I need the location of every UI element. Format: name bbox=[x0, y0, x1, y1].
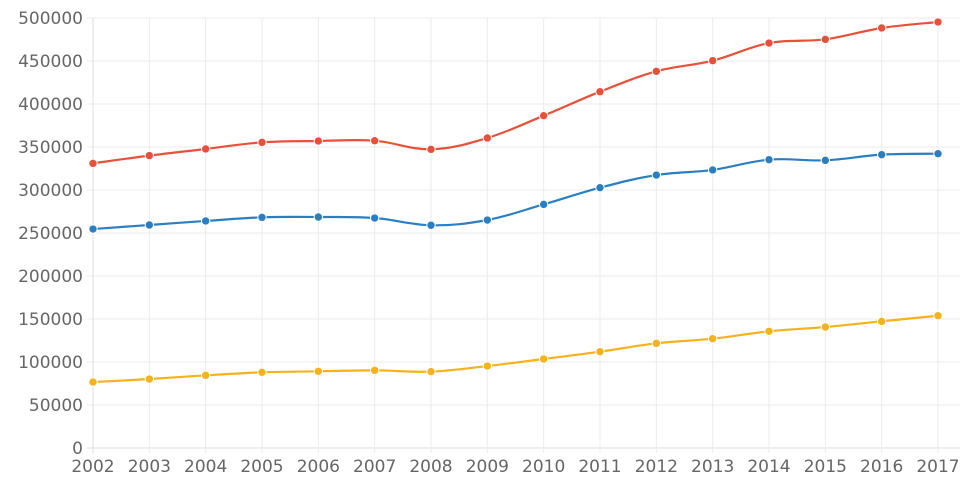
x-tick-label: 2012 bbox=[635, 457, 678, 477]
y-tick-label: 100000 bbox=[18, 353, 83, 373]
x-tick-label: 2017 bbox=[916, 457, 959, 477]
data-point[interactable] bbox=[595, 87, 605, 97]
x-tick-label: 2014 bbox=[747, 457, 790, 477]
y-tick-label: 400000 bbox=[18, 95, 83, 115]
data-point[interactable] bbox=[707, 55, 718, 66]
data-point[interactable] bbox=[88, 224, 98, 234]
data-point[interactable] bbox=[651, 338, 662, 349]
x-tick-label: 2009 bbox=[466, 457, 509, 477]
series-line bbox=[92, 20, 939, 165]
x-tick-label: 2003 bbox=[128, 457, 171, 477]
data-point[interactable] bbox=[876, 316, 887, 327]
data-point[interactable] bbox=[820, 155, 831, 166]
y-tick-label: 250000 bbox=[18, 224, 83, 244]
series-line bbox=[92, 152, 939, 231]
data-point[interactable] bbox=[144, 150, 155, 161]
data-point[interactable] bbox=[426, 366, 436, 377]
y-tick-label: 150000 bbox=[18, 310, 83, 330]
data-point[interactable] bbox=[538, 354, 549, 364]
series-line bbox=[92, 314, 939, 384]
x-tick-label: 2010 bbox=[522, 457, 565, 477]
data-point[interactable] bbox=[933, 17, 943, 27]
data-point[interactable] bbox=[257, 212, 267, 223]
x-tick-label: 2007 bbox=[353, 457, 396, 477]
data-point[interactable] bbox=[538, 110, 549, 121]
data-point[interactable] bbox=[313, 212, 324, 222]
series-red bbox=[88, 17, 943, 169]
x-tick-label: 2008 bbox=[409, 457, 452, 477]
data-point[interactable] bbox=[369, 365, 380, 376]
data-point[interactable] bbox=[426, 220, 436, 230]
x-tick-label: 2004 bbox=[184, 457, 227, 477]
data-point[interactable] bbox=[88, 377, 98, 387]
data-point[interactable] bbox=[764, 326, 774, 336]
data-point[interactable] bbox=[538, 199, 549, 210]
data-point[interactable] bbox=[369, 136, 380, 146]
data-point[interactable] bbox=[200, 144, 211, 154]
data-point[interactable] bbox=[595, 182, 605, 193]
data-point[interactable] bbox=[200, 216, 211, 226]
data-point[interactable] bbox=[764, 154, 774, 165]
y-tick-label: 450000 bbox=[18, 52, 83, 72]
series-group bbox=[88, 17, 943, 387]
y-tick-label: 0 bbox=[72, 439, 83, 459]
data-point[interactable] bbox=[313, 136, 324, 146]
y-tick-label: 350000 bbox=[18, 138, 83, 158]
x-tick-label: 2011 bbox=[578, 457, 621, 477]
data-point[interactable] bbox=[595, 346, 605, 357]
data-point[interactable] bbox=[707, 333, 718, 344]
y-tick-label: 500000 bbox=[18, 9, 83, 29]
data-point[interactable] bbox=[933, 149, 943, 159]
data-point[interactable] bbox=[651, 66, 662, 77]
x-tick-label: 2006 bbox=[297, 457, 340, 477]
data-point[interactable] bbox=[764, 38, 774, 48]
data-point[interactable] bbox=[426, 144, 436, 155]
grid-lines bbox=[87, 17, 960, 453]
data-point[interactable] bbox=[820, 322, 831, 332]
data-point[interactable] bbox=[651, 170, 662, 180]
x-tick-label: 2013 bbox=[691, 457, 734, 477]
x-tick-label: 2002 bbox=[71, 457, 114, 477]
data-point[interactable] bbox=[200, 370, 211, 381]
data-point[interactable] bbox=[313, 366, 324, 376]
y-axis: 0 50000 100000 150000 200000 250000 300000 3500… bbox=[18, 9, 83, 459]
y-tick-label: 300000 bbox=[18, 181, 83, 201]
data-point[interactable] bbox=[482, 215, 493, 225]
data-point[interactable] bbox=[144, 374, 155, 384]
data-point[interactable] bbox=[876, 23, 887, 33]
data-point[interactable] bbox=[876, 149, 887, 160]
x-tick-label: 2005 bbox=[240, 457, 283, 477]
x-tick-label: 2016 bbox=[860, 457, 903, 477]
x-axis: 2002 2003 2004 2005 2006 2007 2008 2009 2010 2011… bbox=[71, 457, 959, 477]
data-point[interactable] bbox=[820, 34, 831, 45]
data-point[interactable] bbox=[369, 213, 380, 223]
data-point[interactable] bbox=[88, 158, 98, 169]
data-point[interactable] bbox=[257, 367, 267, 378]
data-point[interactable] bbox=[707, 165, 718, 175]
y-tick-label: 50000 bbox=[29, 396, 83, 416]
data-point[interactable] bbox=[257, 137, 267, 148]
series-blue bbox=[88, 149, 943, 234]
y-tick-label: 200000 bbox=[18, 267, 83, 287]
series-yellow bbox=[88, 311, 943, 387]
data-point[interactable] bbox=[933, 311, 943, 321]
data-point[interactable] bbox=[482, 361, 493, 371]
data-point[interactable] bbox=[144, 220, 155, 230]
x-tick-label: 2015 bbox=[804, 457, 847, 477]
data-point[interactable] bbox=[482, 133, 493, 143]
